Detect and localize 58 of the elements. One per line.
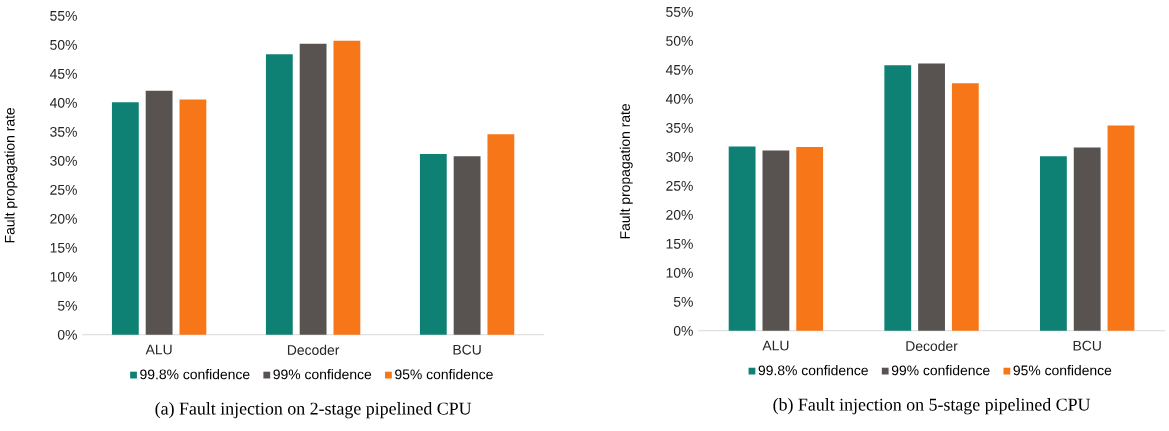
bar — [918, 63, 945, 331]
y-tick-label: 15% — [50, 242, 77, 253]
x-tick-label: ALU — [145, 344, 172, 355]
x-tick-label: BCU — [453, 344, 481, 355]
legend-label: 99.8% confidence — [758, 365, 868, 376]
y-tick-label: 20% — [50, 213, 77, 224]
y-tick-label: 25% — [666, 180, 693, 191]
y-tick-label: 55% — [666, 6, 693, 17]
y-tick-label: 45% — [49, 68, 77, 79]
bar — [265, 54, 293, 335]
legend-label: 99.8% confidence — [140, 368, 250, 380]
y-tick-label: 30% — [666, 151, 693, 162]
bar — [487, 134, 515, 335]
bar — [951, 83, 979, 331]
text: (a) Fault injection on 2-stage pipelined CPU — [155, 401, 472, 419]
legend-label: 95% confidence — [1013, 365, 1112, 376]
y-tick-label: 30% — [50, 155, 77, 166]
y-tick-label: 0% — [57, 329, 77, 340]
bar — [145, 90, 173, 335]
legend-label: 99% confidence — [273, 368, 372, 380]
legend-label: 99% confidence — [891, 365, 990, 376]
bar — [1073, 147, 1101, 331]
y-tick-label: 35% — [666, 122, 693, 133]
bar — [762, 150, 790, 331]
bar — [884, 65, 912, 331]
y-tick-label: 20% — [666, 209, 693, 220]
bar — [333, 40, 361, 335]
bar — [1107, 125, 1135, 331]
y-tick-label: 40% — [665, 93, 693, 104]
y-tick-label: 50% — [666, 35, 693, 46]
bar — [111, 102, 139, 335]
y-axis-title: Fault propagation rate — [4, 107, 18, 243]
text: (b) Fault injection on 5-stage pipelined CPU — [773, 398, 1091, 415]
y-axis-title: Fault propagation rate — [619, 103, 633, 239]
y-tick-label: 35% — [50, 126, 77, 137]
bar — [419, 153, 447, 335]
y-tick-label: 55% — [50, 10, 77, 21]
bar — [179, 99, 207, 335]
legend-label: 95% confidence — [395, 368, 493, 380]
x-tick-label: Decoder — [906, 340, 958, 351]
x-tick-label: BCU — [1073, 340, 1101, 351]
x-tick-label: ALU — [762, 340, 789, 351]
bar — [796, 146, 824, 331]
bar — [728, 146, 756, 331]
y-tick-label: 45% — [665, 64, 693, 75]
bar — [299, 43, 327, 335]
y-tick-label: 5% — [57, 300, 77, 311]
bar — [1040, 156, 1067, 331]
y-tick-label: 25% — [50, 184, 77, 195]
bar — [453, 156, 481, 335]
y-tick-label: 5% — [673, 296, 693, 307]
y-tick-label: 10% — [666, 267, 693, 278]
y-tick-label: 10% — [50, 271, 77, 282]
y-tick-label: 40% — [49, 97, 77, 108]
y-tick-label: 15% — [666, 238, 693, 249]
y-tick-label: 0% — [673, 325, 693, 336]
y-tick-label: 50% — [50, 39, 77, 50]
x-tick-label: Decoder — [287, 344, 340, 355]
